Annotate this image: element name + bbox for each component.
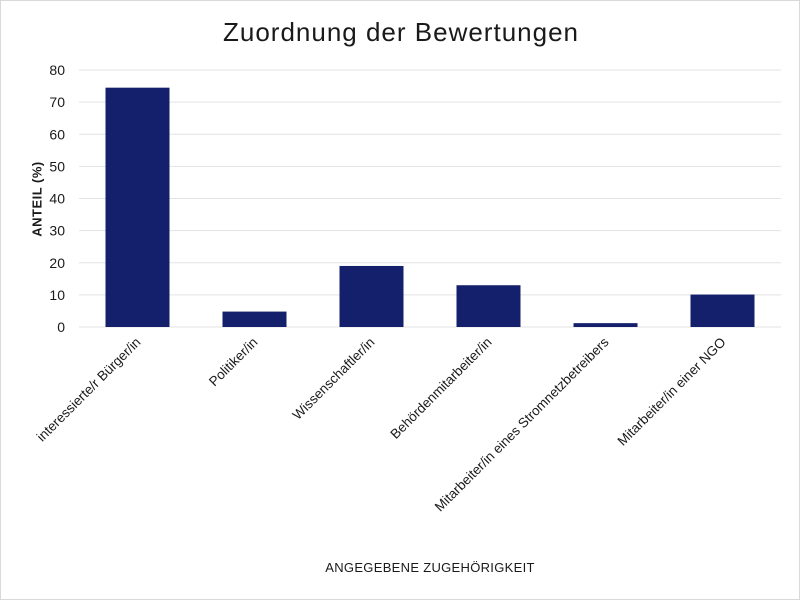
bar (690, 294, 755, 327)
chart-title: Zuordnung der Bewertungen (222, 17, 579, 47)
x-category-label: interessierte/r Bürger/in (34, 335, 144, 445)
x-category-label: Wissenschaftler/in (290, 335, 378, 423)
y-tick-label: 60 (49, 126, 65, 142)
bar (339, 265, 404, 327)
y-tick-label: 20 (49, 255, 65, 271)
bar (105, 87, 170, 327)
bar (456, 285, 521, 327)
y-tick-label: 70 (49, 94, 65, 110)
x-category-label: Behördenmitarbeiter/in (387, 335, 494, 442)
y-tick-label: 40 (49, 191, 65, 207)
x-category-label: Mitarbeiter/in einer NGO (615, 335, 729, 449)
y-tick-label: 0 (57, 319, 65, 335)
y-tick-label: 80 (49, 62, 65, 78)
y-tick-label: 30 (49, 223, 65, 239)
x-axis-label: ANGEGEBENE ZUGEHÖRIGKEIT (325, 560, 535, 575)
x-category-label: Politiker/in (206, 335, 261, 390)
y-tick-label: 50 (49, 158, 65, 174)
y-tick-label: 10 (49, 287, 65, 303)
bar (222, 311, 287, 327)
bar (573, 323, 638, 327)
